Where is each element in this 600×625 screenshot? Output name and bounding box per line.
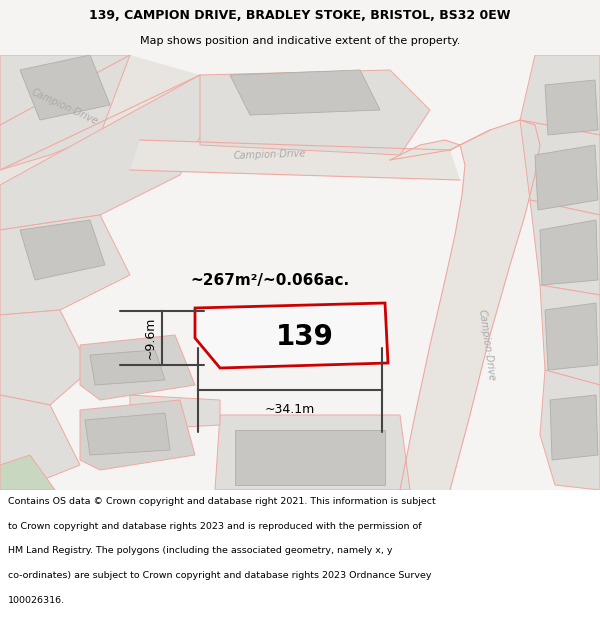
- Text: 139, CAMPION DRIVE, BRADLEY STOKE, BRISTOL, BS32 0EW: 139, CAMPION DRIVE, BRADLEY STOKE, BRIST…: [89, 9, 511, 22]
- Text: ~9.6m: ~9.6m: [144, 317, 157, 359]
- Polygon shape: [215, 415, 410, 490]
- Polygon shape: [390, 120, 540, 490]
- Polygon shape: [20, 55, 110, 120]
- Polygon shape: [545, 303, 598, 370]
- Polygon shape: [535, 145, 598, 210]
- Polygon shape: [20, 220, 105, 280]
- Polygon shape: [0, 310, 90, 405]
- Polygon shape: [0, 455, 55, 490]
- Text: Campion·Drive: Campion·Drive: [30, 87, 100, 127]
- Polygon shape: [130, 140, 460, 180]
- Text: ~34.1m: ~34.1m: [265, 403, 315, 416]
- Polygon shape: [80, 400, 195, 470]
- Polygon shape: [540, 220, 598, 285]
- Polygon shape: [520, 120, 600, 215]
- Text: ~267m²/~0.066ac.: ~267m²/~0.066ac.: [190, 272, 350, 288]
- Text: 100026316.: 100026316.: [8, 596, 65, 604]
- Text: Map shows position and indicative extent of the property.: Map shows position and indicative extent…: [140, 36, 460, 46]
- Polygon shape: [130, 140, 450, 170]
- Polygon shape: [0, 55, 200, 185]
- Text: Campion·Drive: Campion·Drive: [233, 149, 307, 161]
- Polygon shape: [195, 303, 388, 368]
- Polygon shape: [540, 370, 600, 490]
- Polygon shape: [0, 215, 130, 315]
- Polygon shape: [235, 430, 385, 485]
- Text: Campion·Drive: Campion·Drive: [477, 308, 497, 382]
- Polygon shape: [0, 395, 80, 490]
- Polygon shape: [540, 285, 600, 385]
- Text: 139: 139: [276, 323, 334, 351]
- Polygon shape: [0, 55, 130, 170]
- Polygon shape: [550, 395, 598, 460]
- Text: HM Land Registry. The polygons (including the associated geometry, namely x, y: HM Land Registry. The polygons (includin…: [8, 546, 392, 556]
- Polygon shape: [80, 335, 195, 400]
- Polygon shape: [230, 70, 380, 115]
- Polygon shape: [90, 350, 165, 385]
- Polygon shape: [530, 200, 600, 295]
- Text: Contains OS data © Crown copyright and database right 2021. This information is : Contains OS data © Crown copyright and d…: [8, 498, 436, 506]
- Polygon shape: [130, 395, 220, 430]
- Polygon shape: [200, 70, 430, 155]
- Text: to Crown copyright and database rights 2023 and is reproduced with the permissio: to Crown copyright and database rights 2…: [8, 522, 421, 531]
- Text: co-ordinates) are subject to Crown copyright and database rights 2023 Ordnance S: co-ordinates) are subject to Crown copyr…: [8, 571, 431, 580]
- Polygon shape: [85, 413, 170, 455]
- Polygon shape: [520, 55, 600, 135]
- Polygon shape: [545, 80, 598, 135]
- Polygon shape: [0, 75, 220, 230]
